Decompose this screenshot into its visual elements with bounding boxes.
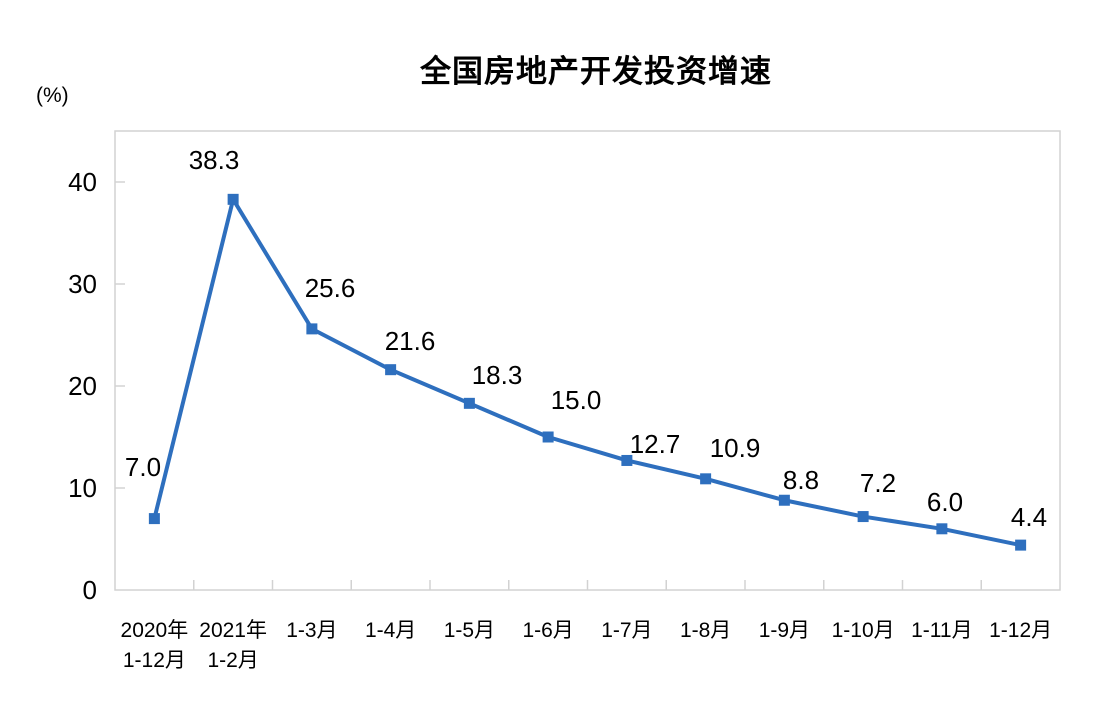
x-axis-label: 1-4月 [365, 619, 416, 642]
x-axis-label: 1-3月 [286, 619, 337, 642]
data-point-marker [621, 454, 633, 466]
data-point-marker [306, 323, 318, 335]
x-axis-label: 1-7月 [601, 619, 652, 642]
x-axis-label: 1-6月 [522, 619, 573, 642]
y-axis-tick-label: 10 [68, 473, 97, 503]
y-axis-tick-label: 0 [83, 575, 97, 605]
y-axis-tick-label: 30 [68, 269, 97, 299]
data-point-marker [936, 523, 948, 535]
data-point-label: 7.0 [125, 452, 161, 482]
plot-border [114, 130, 1061, 591]
y-axis-tick-label: 40 [68, 167, 97, 197]
data-point-label: 7.2 [860, 468, 896, 498]
data-point-marker [542, 431, 554, 443]
data-point-marker [857, 511, 869, 523]
data-point-label: 12.7 [630, 429, 681, 459]
x-axis-label: 1-5月 [444, 619, 495, 642]
data-point-marker [148, 513, 160, 525]
data-point-label: 18.3 [472, 360, 523, 390]
chart-title: 全国房地产开发投资增速 [420, 54, 772, 89]
data-point-marker [385, 364, 397, 376]
data-point-marker [463, 397, 475, 409]
x-axis-label: 2021年 [199, 619, 267, 642]
y-axis-unit-label: (%) [36, 84, 69, 107]
data-point-label: 8.8 [783, 465, 819, 495]
data-point-marker [227, 193, 239, 205]
x-axis-label: 1-12月 [123, 649, 186, 672]
data-point-label: 25.6 [305, 273, 356, 303]
data-point-marker [700, 473, 712, 485]
x-axis-label: 1-8月 [680, 619, 731, 642]
x-axis-label: 1-9月 [759, 619, 810, 642]
data-point-label: 10.9 [710, 433, 761, 463]
data-point-marker [1015, 539, 1027, 551]
data-point-label: 15.0 [551, 385, 602, 415]
data-point-label: 6.0 [927, 487, 963, 517]
x-axis-label: 1-10月 [832, 619, 895, 642]
data-point-label: 38.3 [189, 145, 240, 175]
data-point-label: 4.4 [1011, 502, 1047, 532]
y-axis-tick-label: 20 [68, 371, 97, 401]
x-axis-label: 1-2月 [207, 649, 258, 672]
x-axis-label: 1-11月 [911, 619, 972, 642]
x-axis-label: 1-12月 [989, 619, 1052, 642]
x-axis-label: 2020年 [121, 619, 189, 642]
data-point-label: 21.6 [385, 326, 436, 356]
data-point-marker [778, 494, 790, 506]
data-line [152, 197, 1022, 548]
